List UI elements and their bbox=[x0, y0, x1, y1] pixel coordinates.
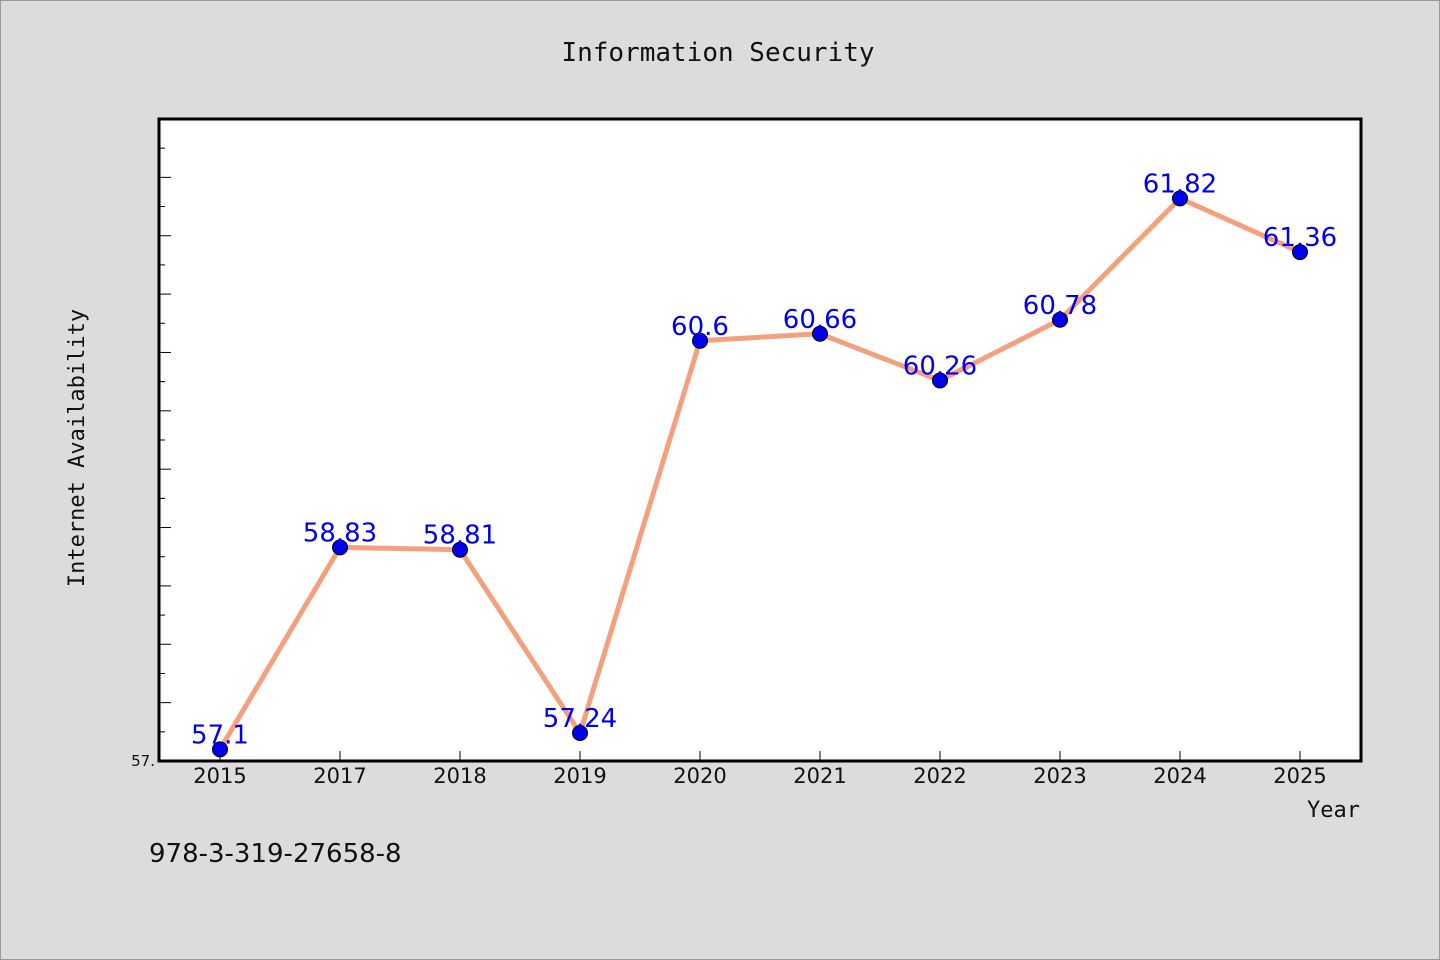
data-label: 57.24 bbox=[543, 704, 617, 734]
x-tick-label: 2022 bbox=[913, 764, 966, 788]
data-point bbox=[452, 541, 468, 558]
data-point bbox=[1172, 190, 1188, 207]
x-axis: 2015 2017 2018 2019 2020 2021 2022 2023 2024 2025 bbox=[193, 751, 1327, 788]
x-tick-label: 2024 bbox=[1153, 764, 1206, 788]
data-point bbox=[572, 724, 588, 741]
x-tick-label: 2021 bbox=[793, 764, 846, 788]
x-axis-label: Year bbox=[1307, 798, 1360, 823]
data-point bbox=[812, 325, 828, 342]
data-point bbox=[1292, 244, 1308, 261]
data-label: 61.36 bbox=[1263, 223, 1337, 253]
series-group bbox=[212, 190, 1308, 758]
data-point bbox=[332, 539, 348, 556]
y-axis-label: Internet Availability bbox=[65, 309, 90, 587]
x-tick-label: 2015 bbox=[193, 764, 246, 788]
data-label: 60.78 bbox=[1023, 291, 1097, 321]
y-tick-label: 57. bbox=[131, 752, 155, 770]
data-label: 61.82 bbox=[1143, 169, 1217, 199]
x-tick-label: 2023 bbox=[1033, 764, 1086, 788]
data-label: 58.83 bbox=[303, 518, 377, 548]
data-point bbox=[932, 372, 948, 389]
series-line bbox=[217, 195, 1303, 752]
data-labels: 57.1 58.83 58.81 57.24 60.6 60.66 60.26 60.78 61… bbox=[191, 169, 1337, 750]
data-label: 60.26 bbox=[903, 351, 977, 381]
data-label: 58.81 bbox=[423, 521, 497, 551]
data-label: 60.66 bbox=[783, 305, 857, 335]
data-point bbox=[212, 741, 228, 758]
footer-text: 978-3-319-27658-8 bbox=[149, 839, 402, 869]
plot-area bbox=[157, 117, 1363, 763]
x-tick-label: 2018 bbox=[433, 764, 486, 788]
data-label: 60.6 bbox=[671, 312, 729, 342]
x-tick-label: 2017 bbox=[313, 764, 366, 788]
y-axis: 57. bbox=[131, 118, 171, 770]
x-tick-label: 2019 bbox=[553, 764, 606, 788]
chart-title: Information Security bbox=[561, 38, 874, 68]
data-point bbox=[1052, 311, 1068, 328]
x-tick-label: 2025 bbox=[1273, 764, 1326, 788]
data-label: 57.1 bbox=[191, 720, 249, 750]
x-tick-label: 2020 bbox=[673, 764, 726, 788]
data-point bbox=[692, 332, 708, 349]
